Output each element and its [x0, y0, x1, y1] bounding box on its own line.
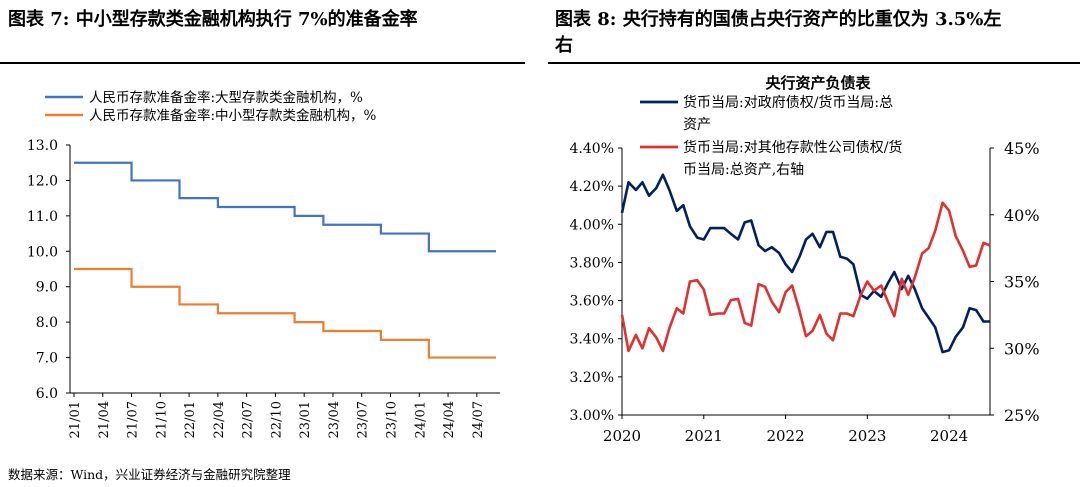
right-legend-label-2-line1: 货币当局:对其他存款性公司债权/货 — [683, 139, 902, 156]
left-x-tick-label: 24/07 — [471, 401, 486, 438]
left-legend-label-2: 人民币存款准备金率:中小型存款类金融机构，% — [89, 107, 377, 124]
right-y2-tick-label: 30% — [1004, 339, 1040, 358]
right-y-tick-label: 4.40% — [570, 141, 614, 157]
left-x-tick-label: 23/04 — [327, 401, 342, 438]
right-series-line-1 — [620, 173, 990, 354]
right-y-tick-label: 4.20% — [570, 179, 614, 195]
right-legend-label-1-line1: 货币当局:对政府债权/货币当局:总 — [683, 94, 893, 111]
left-y-tick-label: 9.0 — [36, 280, 58, 296]
right-x-tick-label: 2020 — [603, 427, 641, 445]
right-y-tick-label: 3.60% — [570, 294, 614, 310]
left-x-tick-label: 23/10 — [385, 401, 400, 438]
left-x-tick-label: 21/01 — [68, 401, 83, 438]
right-x-tick-label: 2023 — [848, 427, 886, 445]
left-series-line-2 — [74, 267, 496, 359]
right-chart-series — [620, 173, 991, 354]
right-x-tick-label: 2022 — [766, 427, 804, 445]
left-legend-label-1: 人民币存款准备金率:大型存款类金融机构，% — [89, 89, 363, 106]
right-chart-title-line1: 图表 8: 央行持有的国债占央行资产的比重仅为 3.5%左 — [555, 9, 1002, 30]
right-y-tick-label: 4.00% — [570, 217, 614, 233]
left-title-rule — [0, 62, 525, 64]
right-y2-tick-label: 35% — [1004, 273, 1040, 292]
right-y-tick-label: 3.40% — [570, 332, 614, 348]
right-y2-tick-label: 40% — [1004, 206, 1040, 225]
right-y-tick-label: 3.20% — [570, 370, 614, 386]
left-chart: 13.0 12.0 11.0 10.0 9.0 8.0 7.0 6.0 21/01 21/04 21… — [27, 89, 500, 438]
right-title-rule — [548, 62, 1080, 64]
left-chart-axes: 13.0 12.0 11.0 10.0 9.0 8.0 7.0 6.0 21/01 21/04 21… — [27, 138, 500, 438]
left-y-tick-label: 11.0 — [27, 209, 58, 225]
right-series-line-2 — [620, 201, 991, 353]
left-x-tick-label: 24/01 — [413, 401, 428, 438]
left-chart-series — [74, 161, 496, 359]
right-x-tick-label: 2024 — [930, 427, 968, 445]
left-x-tick-label: 22/01 — [183, 401, 198, 438]
left-chart-title: 图表 7: 中小型存款类金融机构执行 7%的准备金率 — [8, 9, 418, 30]
right-chart-inner-title: 央行资产负债表 — [765, 74, 871, 92]
left-chart-legend: 人民币存款准备金率:大型存款类金融机构，%人民币存款准备金率:中小型存款类金融机… — [45, 89, 377, 124]
right-legend-label-2-line2: 币当局:总资产,右轴 — [683, 162, 804, 178]
left-y-tick-label: 7.0 — [36, 351, 58, 367]
right-y2-tick-label: 25% — [1004, 406, 1040, 425]
left-x-tick-label: 22/07 — [241, 401, 256, 438]
right-chart-legend: 货币当局:对政府债权/货币当局:总资产货币当局:对其他存款性公司债权/货币当局:… — [640, 94, 902, 178]
left-y-tick-label: 10.0 — [27, 244, 58, 260]
left-x-tick-label: 21/10 — [154, 401, 169, 438]
right-chart-title-line2: 右 — [555, 35, 573, 56]
right-x-tick-label: 2021 — [685, 427, 723, 445]
right-y-tick-label: 3.00% — [570, 408, 614, 424]
left-y-tick-label: 12.0 — [27, 173, 58, 189]
left-x-tick-label: 22/04 — [212, 401, 227, 438]
right-legend-label-1-line2: 资产 — [683, 117, 711, 133]
left-x-tick-label: 21/04 — [97, 401, 112, 438]
right-chart: 央行资产负债表 4.40% 4.20% 4.00% 3.80% 3.60% 3.40% 3.… — [570, 74, 1040, 445]
left-x-tick-label: 24/04 — [442, 401, 457, 438]
left-series-line-1 — [74, 161, 496, 253]
source-note: 数据来源：Wind，兴业证券经济与金融研究院整理 — [8, 467, 291, 482]
left-y-tick-label: 6.0 — [36, 386, 58, 402]
left-x-tick-label: 21/07 — [126, 401, 141, 438]
right-chart-axes: 4.40% 4.20% 4.00% 3.80% 3.60% 3.40% 3.20% 3.00%… — [570, 139, 1040, 445]
left-y-tick-label: 13.0 — [27, 138, 58, 154]
left-x-tick-label: 23/01 — [298, 401, 313, 438]
left-x-tick-label: 22/10 — [269, 401, 284, 438]
right-y2-tick-label: 45% — [1004, 139, 1040, 158]
left-x-tick-label: 23/07 — [356, 401, 371, 438]
left-y-tick-label: 8.0 — [36, 315, 58, 331]
right-y-tick-label: 3.80% — [570, 255, 614, 271]
